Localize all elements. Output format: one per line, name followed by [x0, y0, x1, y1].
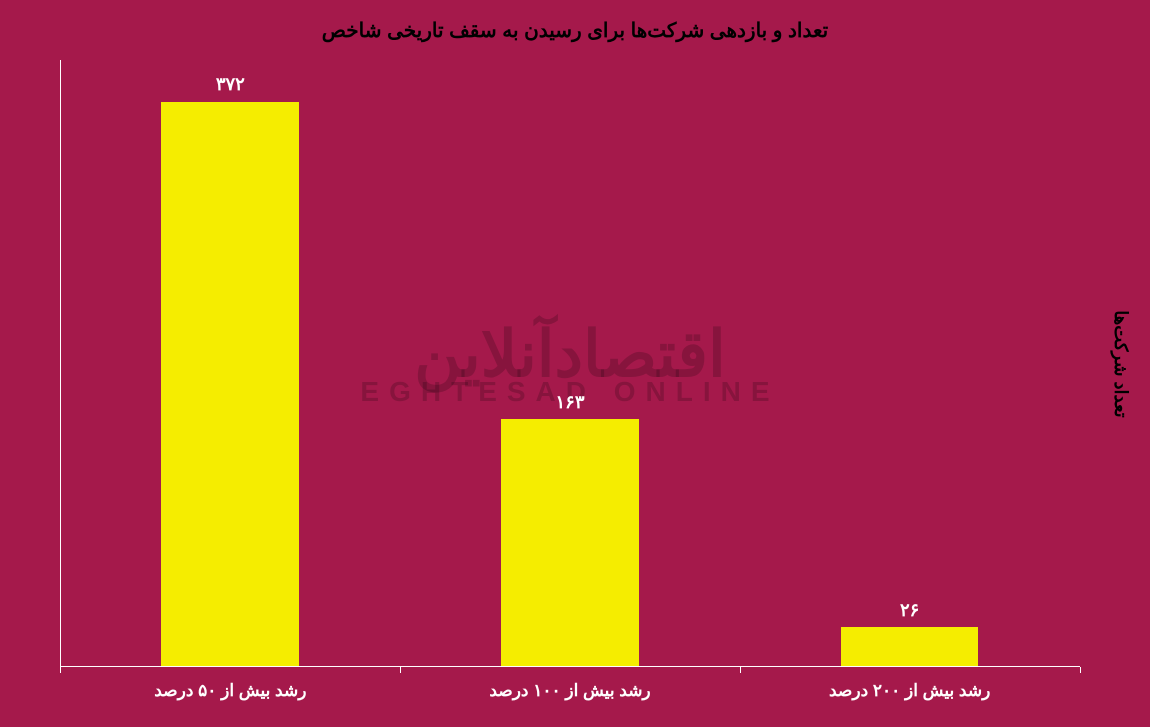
- bar: [501, 419, 639, 666]
- chart-title: تعداد و بازدهی شرکت‌ها برای رسیدن به سقف…: [0, 18, 1150, 43]
- bar-value-label: ۲۶: [900, 600, 919, 621]
- x-tick: [1080, 667, 1081, 673]
- bar: [841, 627, 979, 666]
- x-axis-line: [60, 666, 1080, 667]
- bar-value-label: ۳۷۲: [216, 74, 245, 95]
- x-tick: [400, 667, 401, 673]
- bar: [161, 102, 299, 667]
- y-axis-label: تعداد شرکت‌ها: [1110, 310, 1132, 417]
- x-tick-label: رشد بیش از ۲۰۰ درصد: [829, 681, 990, 701]
- x-tick: [740, 667, 741, 673]
- x-tick: [60, 667, 61, 673]
- y-axis-line: [60, 60, 61, 667]
- watermark-fa: اقتصادآنلاین: [360, 322, 779, 386]
- x-tick-label: رشد بیش از ۵۰ درصد: [154, 681, 306, 701]
- chart-container: تعداد و بازدهی شرکت‌ها برای رسیدن به سقف…: [0, 0, 1150, 727]
- plot-area: اقتصادآنلاین EGHTESAD ONLINE: [60, 60, 1080, 667]
- bar-value-label: ۱۶۳: [555, 392, 584, 413]
- x-tick-label: رشد بیش از ۱۰۰ درصد: [489, 681, 650, 701]
